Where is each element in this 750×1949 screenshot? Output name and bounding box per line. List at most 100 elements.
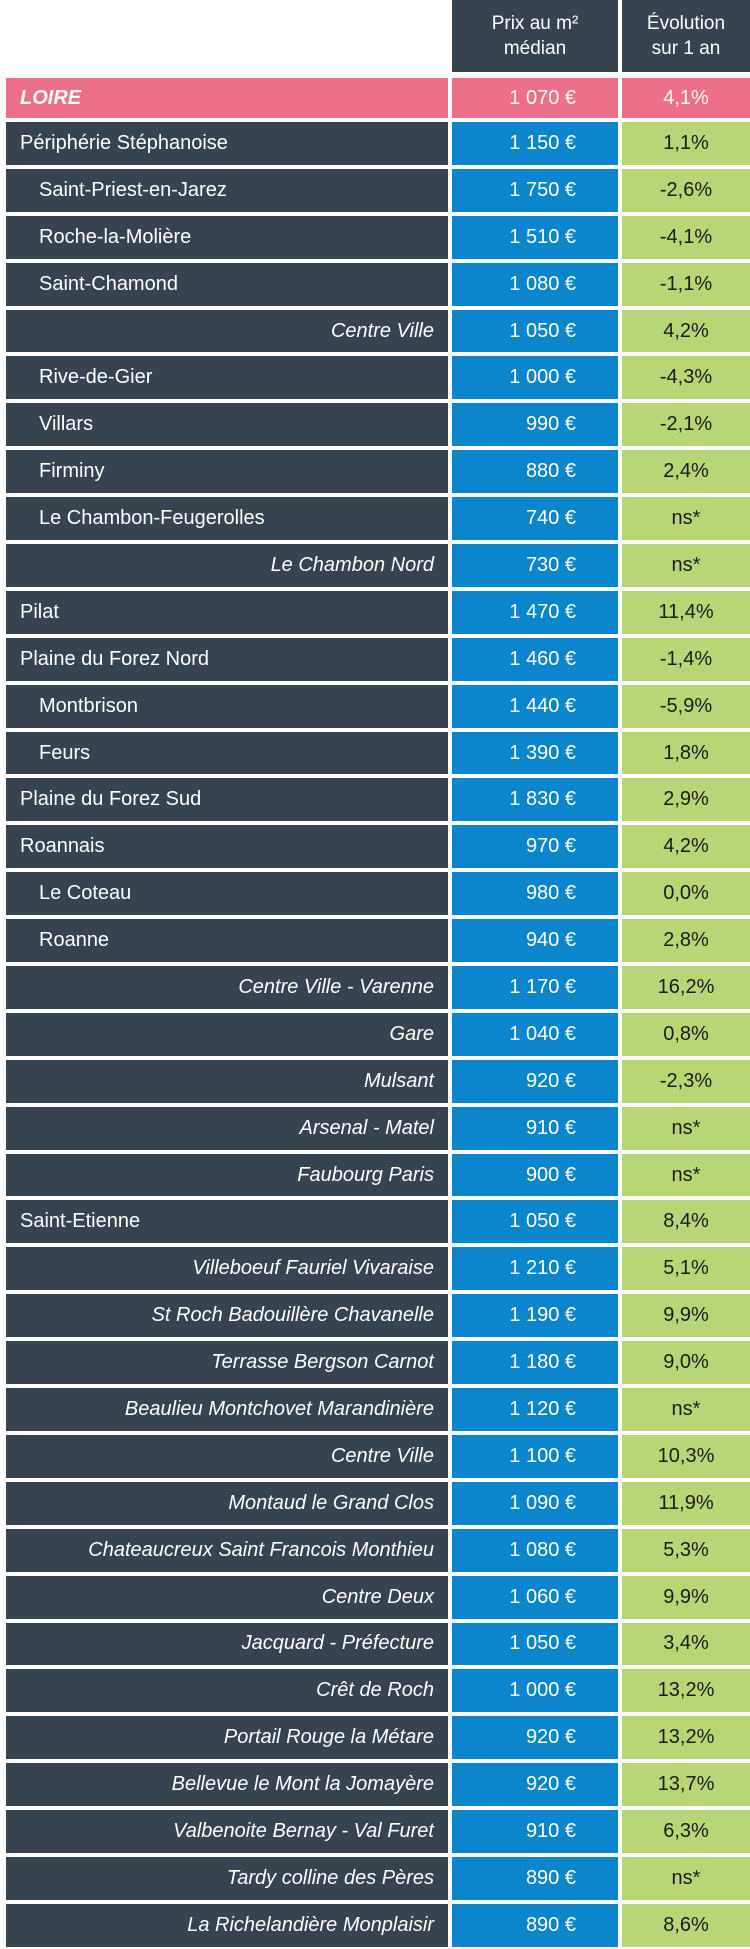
row-evolution-cell: 3,4% [622, 1622, 750, 1666]
row-evolution-cell: 13,2% [622, 1716, 750, 1760]
table-row: Valbenoite Bernay - Val Furet 910 €6,3% [6, 1808, 750, 1855]
table-row: Centre Ville 1 100 €10,3% [6, 1433, 750, 1480]
table-row: Portail Rouge la Métare 920 €13,2% [6, 1714, 750, 1761]
row-name-cell: Firminy [6, 450, 448, 494]
row-price-cell: 1 460 € [452, 637, 618, 681]
row-price-cell: 1 080 € [452, 1528, 618, 1572]
summary-evolution: 4,1% [622, 78, 750, 118]
row-name-cell: Jacquard - Préfecture [6, 1622, 448, 1666]
row-evolution-cell: -2,1% [622, 403, 750, 447]
row-name-cell: Plaine du Forez Sud [6, 778, 448, 822]
row-price-cell: 890 € [452, 1856, 618, 1900]
row-name-cell: Villars [6, 403, 448, 447]
row-name-cell: Roanne [6, 919, 448, 963]
row-name-cell: Bellevue le Mont la Jomayère [6, 1763, 448, 1807]
table-row: Montbrison 1 440 € -5,9% [6, 683, 750, 730]
row-name-cell: Saint-Chamond [6, 262, 448, 306]
row-name-cell: Valbenoite Bernay - Val Furet [6, 1810, 448, 1853]
row-price-cell: 1 000 € [452, 356, 618, 400]
price-table: Prix au m² médian Évolution sur 1 an LOI… [6, 0, 750, 1949]
row-name-cell: Feurs [6, 731, 448, 775]
table-row: Le Chambon Nord 730 € ns* [6, 542, 750, 589]
table-row: Centre Ville - Varenne 1 170 €16,2% [6, 964, 750, 1011]
row-price-cell: 1 100 € [452, 1434, 618, 1478]
row-name-cell: Beaulieu Montchovet Marandinière [6, 1388, 448, 1431]
table-row: Périphérie Stéphanoise 1 150 €1,1% [6, 120, 750, 167]
row-evolution-cell: 9,0% [622, 1341, 750, 1385]
row-name-cell: Centre Ville [6, 309, 448, 353]
row-evolution-cell: 13,2% [622, 1669, 750, 1713]
table-row: Terrasse Bergson Carnot 1 180 €9,0% [6, 1339, 750, 1386]
row-evolution-cell: 9,9% [622, 1294, 750, 1338]
summary-row-loire: LOIRE 1 070 € 4,1% [6, 76, 750, 120]
row-evolution-cell: 0,8% [622, 1012, 750, 1056]
row-price-cell: 910 € [452, 1106, 618, 1150]
table-row: Saint-Chamond 1 080 € -1,1% [6, 261, 750, 308]
row-evolution-cell: -1,1% [622, 262, 750, 306]
row-name-cell: Plaine du Forez Nord [6, 637, 448, 681]
row-price-cell: 1 180 € [452, 1341, 618, 1385]
row-evolution-cell: 10,3% [622, 1434, 750, 1478]
row-name-cell: Roche-la-Molière [6, 215, 448, 259]
header-evolution-line1: Évolution [646, 13, 726, 34]
row-evolution-cell: 16,2% [622, 966, 750, 1009]
table-row: Villeboeuf Fauriel Vivaraise 1 210 €5,1% [6, 1245, 750, 1292]
row-name-cell: Terrasse Bergson Carnot [6, 1341, 448, 1385]
row-price-cell: 970 € [452, 825, 618, 869]
row-price-cell: 740 € [452, 497, 618, 541]
table-row: Plaine du Forez Nord 1 460 € -1,4% [6, 636, 750, 683]
table-row: St Roch Badouillère Chavanelle 1 190 €9,9… [6, 1292, 750, 1339]
row-price-cell: 1 090 € [452, 1481, 618, 1525]
row-evolution-cell: ns* [622, 1106, 750, 1150]
table-row: Centre Ville 1 050 €4,2% [6, 308, 750, 355]
table-row: Feurs 1 390 €1,8% [6, 730, 750, 777]
row-price-cell: 1 060 € [452, 1575, 618, 1619]
table-row: La Richelandière Monplaisir 890 €8,6% [6, 1902, 750, 1949]
row-price-cell: 980 € [452, 872, 618, 916]
row-price-cell: 1 390 € [452, 731, 618, 775]
row-evolution-cell: -4,3% [622, 356, 750, 400]
row-name-cell: Mulsant [6, 1059, 448, 1103]
row-name-cell: Saint-Etienne [6, 1200, 448, 1244]
row-evolution-cell: 2,9% [622, 778, 750, 822]
row-evolution-cell: ns* [622, 544, 750, 587]
table-row: Jacquard - Préfecture 1 050 €3,4% [6, 1621, 750, 1668]
row-name-cell: Centre Ville - Varenne [6, 966, 448, 1009]
row-price-cell: 910 € [452, 1810, 618, 1853]
row-price-cell: 900 € [452, 1153, 618, 1197]
row-name-cell: Gare [6, 1012, 448, 1056]
row-name-cell: Pilat [6, 590, 448, 634]
table-row: Montaud le Grand Clos 1 090 €11,9% [6, 1480, 750, 1527]
row-price-cell: 1 080 € [452, 262, 618, 306]
row-price-cell: 990 € [452, 403, 618, 447]
table-row: Rive-de-Gier 1 000 € -4,3% [6, 354, 750, 401]
table-row: Tardy colline des Pères 890 € ns* [6, 1855, 750, 1902]
header-evolution: Évolution sur 1 an [622, 0, 750, 72]
row-evolution-cell: ns* [622, 497, 750, 541]
table-row: Mulsant 920 € -2,3% [6, 1058, 750, 1105]
summary-price: 1 070 € [452, 78, 618, 118]
row-name-cell: Le Coteau [6, 872, 448, 916]
row-evolution-cell: 6,3% [622, 1810, 750, 1853]
table-header: Prix au m² médian Évolution sur 1 an [6, 0, 750, 76]
table-row: Chateaucreux Saint Francois Monthieu 1 08… [6, 1527, 750, 1574]
row-price-cell: 1 040 € [452, 1012, 618, 1056]
header-evolution-line2: sur 1 an [651, 38, 721, 59]
row-evolution-cell: 8,6% [622, 1903, 750, 1947]
row-evolution-cell: 0,0% [622, 872, 750, 916]
row-evolution-cell: 5,3% [622, 1528, 750, 1572]
row-price-cell: 1 050 € [452, 1200, 618, 1244]
row-name-cell: Villeboeuf Fauriel Vivaraise [6, 1247, 448, 1291]
row-evolution-cell: 5,1% [622, 1247, 750, 1291]
row-price-cell: 1 440 € [452, 684, 618, 728]
header-price-line1: Prix au m² [491, 13, 579, 34]
summary-name: LOIRE [6, 78, 448, 118]
row-evolution-cell: -1,4% [622, 637, 750, 681]
row-name-cell: Périphérie Stéphanoise [6, 122, 448, 165]
row-price-cell: 1 050 € [452, 1622, 618, 1666]
row-evolution-cell: ns* [622, 1388, 750, 1431]
table-row: Roannais 970 €4,2% [6, 823, 750, 870]
table-row: Beaulieu Montchovet Marandinière 1 120 € n… [6, 1386, 750, 1433]
row-price-cell: 1 830 € [452, 778, 618, 822]
table-row: Centre Deux 1 060 €9,9% [6, 1574, 750, 1621]
